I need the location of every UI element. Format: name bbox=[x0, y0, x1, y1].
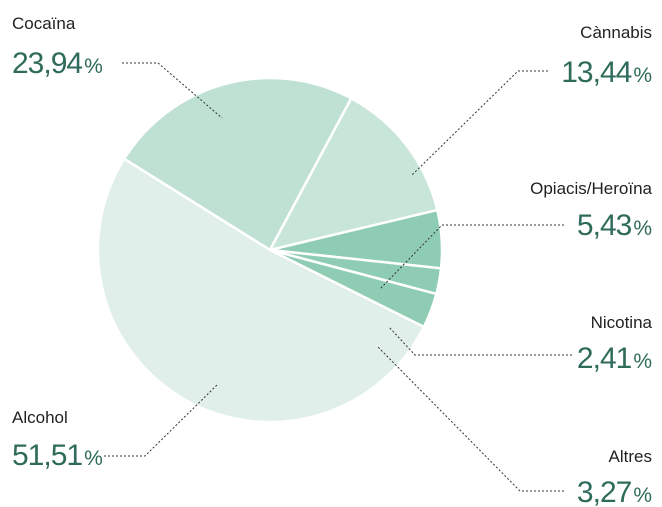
slice-labels: Cocaïna 23,94% Cànnabis 13,44% Opiacis/Heroï… bbox=[12, 14, 653, 507]
leader-line bbox=[379, 224, 564, 290]
leader-lines bbox=[104, 62, 572, 492]
pie-slice bbox=[122, 76, 353, 252]
pie-slices bbox=[96, 76, 444, 424]
slice-value-label: 13,44% bbox=[561, 56, 652, 89]
slice-label: Alcohol bbox=[12, 408, 68, 427]
slice-value-label: 2,41% bbox=[577, 342, 652, 375]
leader-line bbox=[377, 346, 564, 492]
slice-label: Cocaïna bbox=[12, 14, 76, 33]
slice-value-label: 3,27% bbox=[577, 476, 652, 507]
pie-slice bbox=[268, 97, 439, 252]
slice-label: Opiacis/Heroïna bbox=[530, 179, 652, 198]
leader-line bbox=[388, 326, 572, 356]
leader-line bbox=[122, 62, 223, 119]
slice-value-label: 51,51% bbox=[12, 439, 103, 472]
leader-line bbox=[104, 383, 219, 457]
slice-value-label: 5,43% bbox=[577, 209, 652, 242]
slice-label: Nicotina bbox=[591, 313, 653, 332]
pie-slice bbox=[96, 157, 426, 424]
slice-label: Altres bbox=[609, 447, 652, 466]
leader-line bbox=[411, 70, 548, 176]
slice-value-label: 23,94% bbox=[12, 47, 103, 80]
slice-label: Cànnabis bbox=[580, 23, 652, 42]
